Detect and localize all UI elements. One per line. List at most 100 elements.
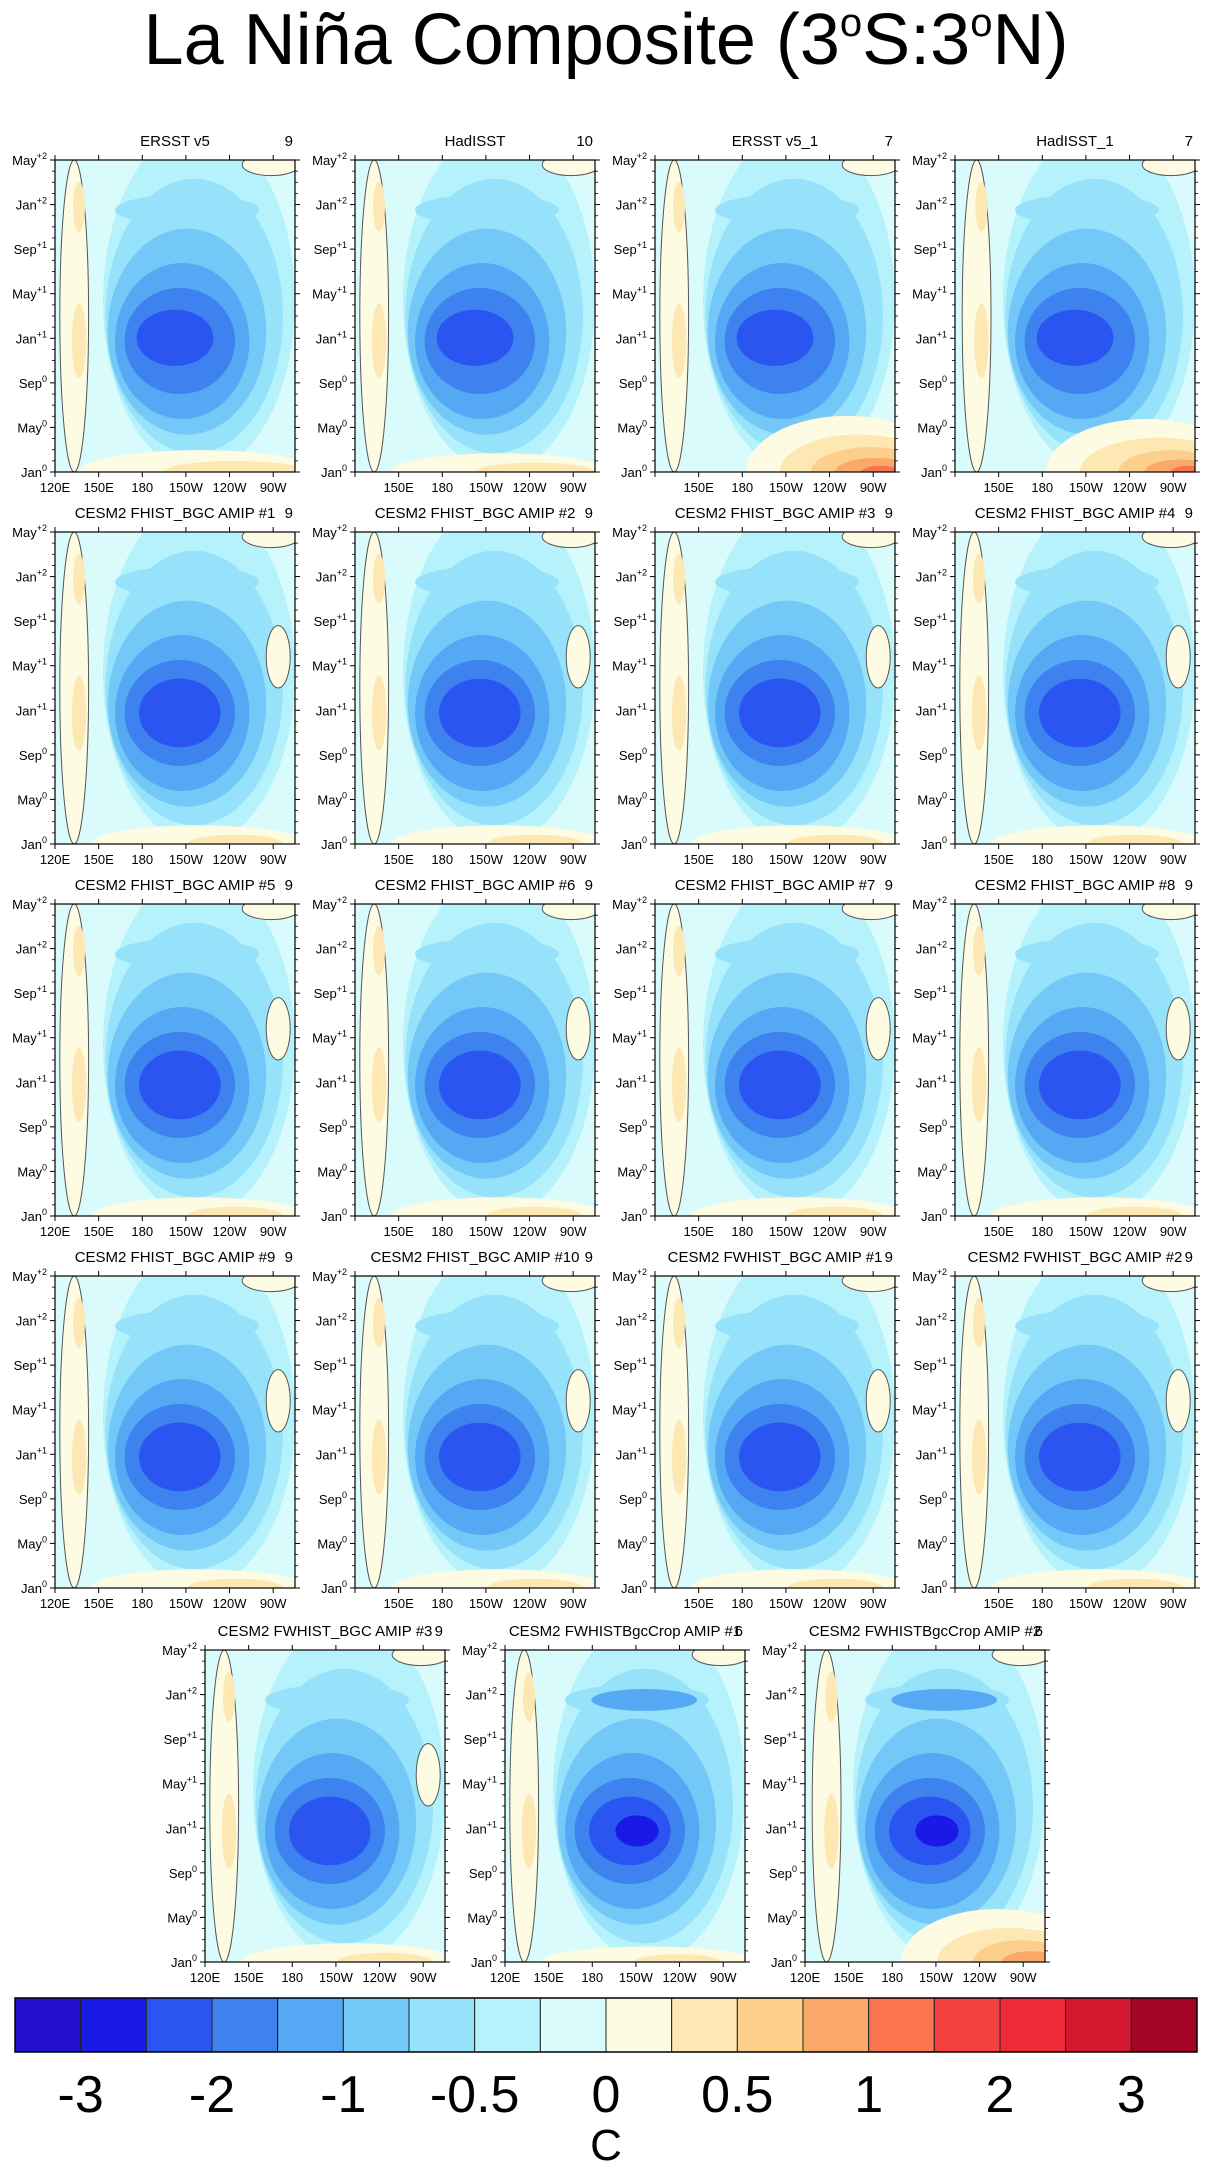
x-tick-label: 90W: [1160, 852, 1187, 867]
x-tick-label: 180: [431, 1224, 453, 1239]
y-tick-label: Jan0: [321, 463, 347, 480]
y-tick-label: Sep0: [319, 1118, 347, 1135]
y-tick-label: Sep+1: [614, 240, 647, 257]
y-tick-label: Jan+2: [316, 568, 347, 585]
x-tick-label: 120E: [40, 1224, 71, 1239]
panel-6: Jan0 May0 Sep0 Jan+1 May+1 Sep+1 Jan+2 May+2 150…: [312, 505, 600, 867]
x-tick-label: 120W: [663, 1970, 698, 1985]
x-tick-label: 150E: [983, 480, 1014, 495]
x-tick-label: 90W: [1160, 1224, 1187, 1239]
panel-count: 9: [285, 505, 293, 522]
panel-1: Jan0 May0 Sep0 Jan+1 May+1 Sep+1 Jan+2 May+2 120…: [12, 133, 300, 495]
y-tick-label: Jan+2: [316, 196, 347, 213]
y-tick-label: Jan+2: [316, 1312, 347, 1329]
y-tick-label: May0: [917, 1534, 947, 1551]
y-tick-label: May0: [317, 790, 347, 807]
y-tick-label: May0: [917, 1162, 947, 1179]
x-tick-label: 180: [731, 1224, 753, 1239]
colorbar-swatch: [408, 1997, 476, 2053]
y-tick-label: Sep+1: [614, 984, 647, 1001]
x-tick-label: 180: [1031, 1224, 1053, 1239]
panel-7: Jan0 May0 Sep0 Jan+1 May+1 Sep+1 Jan+2 May+2 150…: [612, 505, 900, 867]
y-tick-label: May+1: [12, 1029, 47, 1046]
panel-field: [805, 1650, 1045, 1962]
panel-8: Jan0 May0 Sep0 Jan+1 May+1 Sep+1 Jan+2 May+2 150…: [912, 505, 1200, 867]
y-tick-label: Sep0: [469, 1864, 497, 1881]
y-tick-label: Sep0: [19, 1118, 47, 1135]
y-tick-label: Jan+1: [616, 701, 647, 718]
y-tick-label: Sep0: [169, 1864, 197, 1881]
y-tick-label: Jan+1: [616, 329, 647, 346]
x-tick-label: 120W: [1113, 1596, 1148, 1611]
y-tick-label: May+2: [612, 895, 647, 912]
y-tick-label: Sep0: [319, 374, 347, 391]
y-tick-label: Jan0: [771, 1953, 797, 1970]
y-tick-label: May0: [17, 418, 47, 435]
x-tick-label: 120W: [513, 1224, 548, 1239]
y-tick-label: May0: [617, 1534, 647, 1551]
y-tick-label: Jan0: [21, 835, 47, 852]
x-tick-label: 150E: [383, 852, 414, 867]
y-tick-label: Sep+1: [314, 240, 347, 257]
panel-title: CESM2 FHIST_BGC AMIP #7: [675, 877, 876, 894]
x-tick-label: 150W: [769, 480, 804, 495]
x-tick-label: 150E: [383, 1596, 414, 1611]
y-tick-label: Jan+2: [166, 1686, 197, 1703]
y-tick-label: Jan+1: [916, 1445, 947, 1462]
x-tick-label: 180: [131, 1224, 153, 1239]
x-tick-label: 120W: [813, 1224, 848, 1239]
panel-title: CESM2 FHIST_BGC AMIP #2: [375, 505, 576, 522]
x-tick-label: 150W: [169, 480, 204, 495]
panel-count: 9: [585, 505, 593, 522]
x-tick-label: 180: [881, 1970, 903, 1985]
x-tick-label: 150E: [533, 1970, 564, 1985]
panel-count: 9: [285, 877, 293, 894]
y-tick-label: Sep+1: [914, 984, 947, 1001]
x-tick-label: 150W: [169, 852, 204, 867]
panel-count: 7: [1185, 133, 1193, 150]
x-tick-label: 150W: [469, 480, 504, 495]
y-tick-label: May+2: [312, 523, 347, 540]
x-tick-label: 150W: [769, 852, 804, 867]
x-tick-label: 180: [581, 1970, 603, 1985]
y-tick-label: May+2: [12, 895, 47, 912]
colorbar-swatch: [211, 1997, 279, 2053]
x-tick-label: 120E: [40, 852, 71, 867]
y-tick-label: May0: [767, 1908, 797, 1925]
panel-field: [655, 1276, 895, 1588]
y-tick-label: Jan+1: [316, 1445, 347, 1462]
x-tick-label: 90W: [560, 852, 587, 867]
panel-title: CESM2 FHIST_BGC AMIP #1: [75, 505, 276, 522]
y-tick-label: Jan0: [21, 1207, 47, 1224]
y-tick-label: Jan0: [21, 1579, 47, 1596]
y-tick-label: May+2: [612, 523, 647, 540]
y-tick-label: Sep+1: [314, 612, 347, 629]
panel-title: CESM2 FHIST_BGC AMIP #10: [371, 1249, 580, 1266]
y-tick-label: Sep0: [619, 746, 647, 763]
y-tick-label: May+2: [162, 1641, 197, 1658]
y-tick-label: Jan+1: [166, 1819, 197, 1836]
y-tick-label: Jan+2: [16, 1312, 47, 1329]
colorbar-tick-label: 2: [986, 2066, 1015, 2124]
x-tick-label: 120W: [213, 1596, 248, 1611]
panel-count: 9: [885, 505, 893, 522]
x-tick-label: 150W: [469, 1224, 504, 1239]
x-tick-label: 120W: [963, 1970, 998, 1985]
y-tick-label: May+1: [612, 657, 647, 674]
x-tick-label: 120E: [40, 1596, 71, 1611]
x-tick-label: 120E: [490, 1970, 521, 1985]
x-tick-label: 120W: [513, 480, 548, 495]
colorbar-unit: C: [590, 2121, 622, 2169]
panel-count: 9: [1185, 877, 1193, 894]
y-tick-label: May0: [617, 418, 647, 435]
colorbar-tick-label: 3: [1117, 2066, 1146, 2124]
y-tick-label: Sep0: [19, 1490, 47, 1507]
x-tick-label: 180: [731, 480, 753, 495]
x-tick-label: 180: [431, 480, 453, 495]
x-tick-label: 150W: [1069, 1596, 1104, 1611]
y-tick-label: Jan+1: [16, 329, 47, 346]
y-tick-label: Sep0: [319, 1490, 347, 1507]
y-tick-label: Sep+1: [614, 612, 647, 629]
y-tick-label: May+2: [912, 895, 947, 912]
